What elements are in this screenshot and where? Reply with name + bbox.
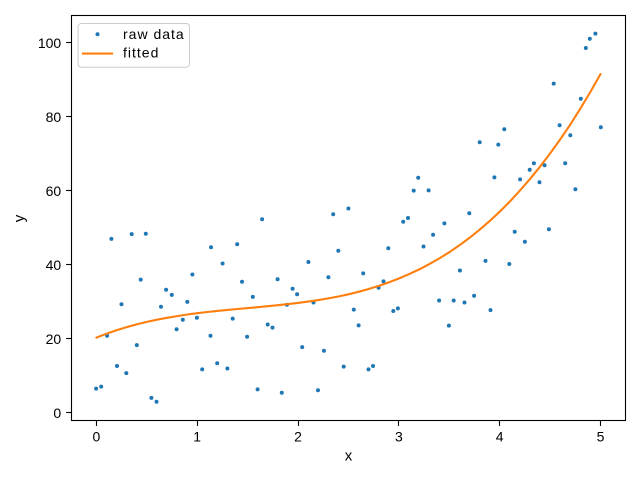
svg-text:0: 0 [53, 405, 61, 421]
svg-text:x: x [345, 447, 353, 464]
svg-text:4: 4 [496, 428, 504, 444]
svg-text:100: 100 [38, 35, 62, 51]
svg-text:2: 2 [294, 428, 302, 444]
svg-text:20: 20 [46, 331, 62, 347]
svg-text:80: 80 [46, 109, 62, 125]
svg-text:3: 3 [395, 428, 403, 444]
svg-text:y: y [11, 214, 28, 222]
svg-text:40: 40 [46, 257, 62, 273]
svg-text:raw data: raw data [123, 26, 185, 42]
svg-text:1: 1 [193, 428, 201, 444]
svg-text:60: 60 [46, 183, 62, 199]
svg-text:fitted: fitted [123, 45, 159, 61]
svg-text:5: 5 [597, 428, 605, 444]
svg-text:0: 0 [93, 428, 101, 444]
